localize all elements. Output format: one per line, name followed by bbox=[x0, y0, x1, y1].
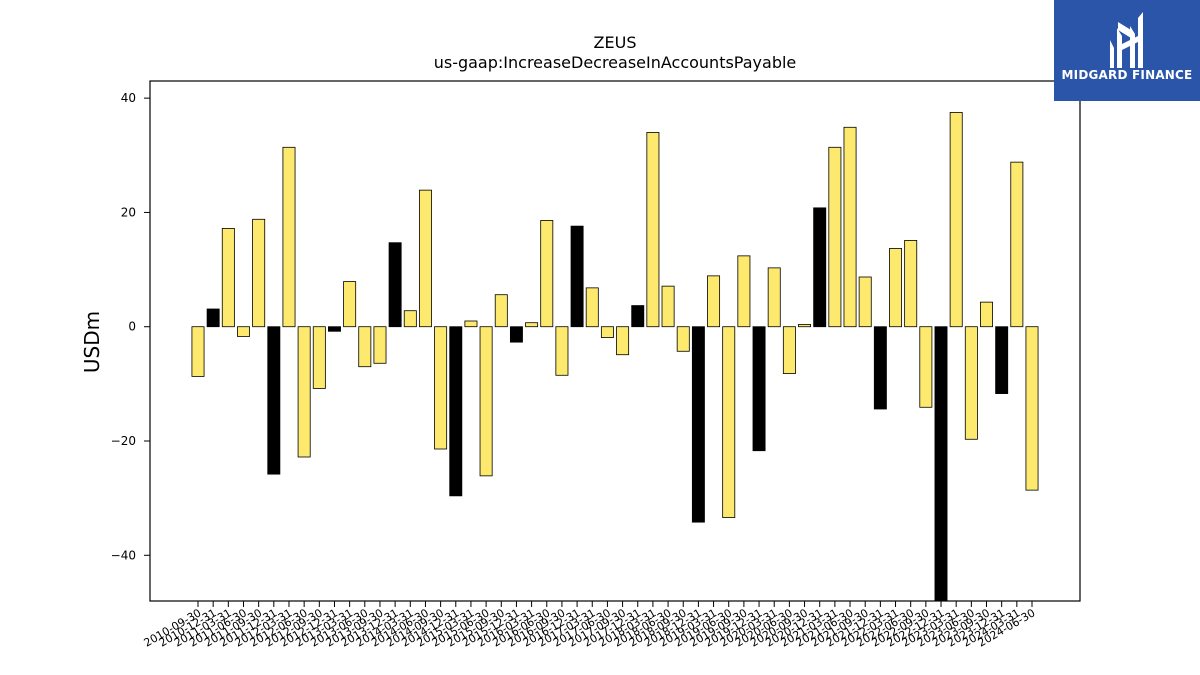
bar-2023-09-30 bbox=[980, 301, 993, 328]
bar-2023-06-30 bbox=[964, 326, 978, 440]
bar-2012-03-31 bbox=[282, 146, 296, 328]
bar-2015-12-31 bbox=[509, 326, 523, 343]
chart-title: ZEUS bbox=[594, 33, 637, 52]
bar-2021-03-31 bbox=[828, 146, 842, 328]
bar-2016-03-31 bbox=[525, 322, 539, 328]
bar-2018-06-30 bbox=[661, 285, 675, 328]
plot-frame bbox=[149, 80, 1081, 602]
x-axis: 2010-09-302010-12-312011-03-312011-06-30… bbox=[142, 601, 1038, 650]
bars-layer bbox=[191, 112, 1039, 602]
bar-2012-09-30 bbox=[312, 326, 326, 389]
bar-2023-12-31 bbox=[995, 326, 1009, 394]
bar-2016-12-31 bbox=[570, 225, 584, 328]
bar-2024-06-30 bbox=[1025, 326, 1039, 491]
bar-2017-12-31 bbox=[631, 305, 645, 328]
bar-2011-12-31 bbox=[267, 326, 281, 475]
bar-2014-12-31 bbox=[449, 326, 463, 497]
bar-2015-06-30 bbox=[479, 326, 493, 477]
y-tick-label: −20 bbox=[111, 434, 136, 448]
bar-2022-03-31 bbox=[889, 248, 902, 328]
bar-2011-09-30 bbox=[252, 218, 266, 328]
bar-2012-06-30 bbox=[297, 326, 311, 458]
y-axis-label: USDm bbox=[80, 311, 104, 373]
y-tick-label: −40 bbox=[111, 548, 136, 562]
bar-2020-09-30 bbox=[798, 324, 812, 328]
bar-2013-12-31 bbox=[388, 242, 402, 328]
chart-subtitle: us-gaap:IncreaseDecreaseInAccountsPayabl… bbox=[434, 53, 797, 72]
bar-2016-06-30 bbox=[540, 220, 554, 328]
bar-2012-12-31 bbox=[328, 326, 341, 332]
bar-2020-03-31 bbox=[767, 267, 781, 328]
bar-2019-09-30 bbox=[737, 255, 751, 328]
y-tick-label: 20 bbox=[121, 205, 136, 219]
brand-name: MIDGARD FINANCE bbox=[1061, 68, 1193, 82]
bar-2019-06-30 bbox=[722, 326, 736, 518]
bar-2017-06-30 bbox=[600, 326, 614, 338]
bar-2010-09-30 bbox=[191, 326, 205, 377]
bar-2010-12-31 bbox=[206, 308, 220, 328]
bar-2017-09-30 bbox=[616, 326, 630, 356]
brand-logo: MIDGARD FINANCE bbox=[1054, 0, 1200, 101]
bar-2015-09-30 bbox=[494, 294, 508, 328]
bar-2011-06-30 bbox=[237, 326, 250, 337]
bar-2022-12-31 bbox=[934, 326, 948, 602]
bar-2014-06-30 bbox=[418, 189, 432, 328]
bar-2017-03-31 bbox=[585, 287, 599, 328]
y-tick-label: 0 bbox=[128, 320, 136, 334]
bar-2019-12-31 bbox=[752, 326, 766, 452]
bar-2013-09-30 bbox=[373, 326, 387, 364]
bar-2020-12-31 bbox=[813, 207, 827, 328]
bar-2021-12-31 bbox=[873, 326, 887, 410]
bar-2011-03-31 bbox=[221, 228, 235, 328]
bar-2019-03-31 bbox=[707, 275, 721, 328]
bar-2013-06-30 bbox=[358, 326, 372, 368]
bar-2022-06-30 bbox=[904, 240, 918, 328]
bar-2018-12-31 bbox=[691, 326, 705, 523]
bar-2018-03-31 bbox=[646, 132, 660, 328]
midgard-logo-icon bbox=[1110, 12, 1143, 68]
bar-2014-09-30 bbox=[434, 326, 448, 450]
bar-2022-09-30 bbox=[919, 326, 933, 408]
bar-2020-06-30 bbox=[782, 326, 796, 374]
bar-2014-03-31 bbox=[403, 310, 417, 328]
bar-2021-09-30 bbox=[858, 276, 872, 328]
bar-2023-03-31 bbox=[949, 112, 963, 328]
y-tick-label: 40 bbox=[121, 91, 136, 105]
bar-2016-09-30 bbox=[555, 326, 569, 376]
bar-2015-03-31 bbox=[464, 320, 478, 328]
y-axis: 40 20 0 −20 −40 bbox=[111, 91, 150, 562]
bar-2021-06-30 bbox=[843, 126, 857, 328]
bar-2024-03-31 bbox=[1010, 161, 1024, 328]
bar-2013-03-31 bbox=[343, 281, 357, 328]
bar-2018-09-30 bbox=[676, 326, 690, 352]
